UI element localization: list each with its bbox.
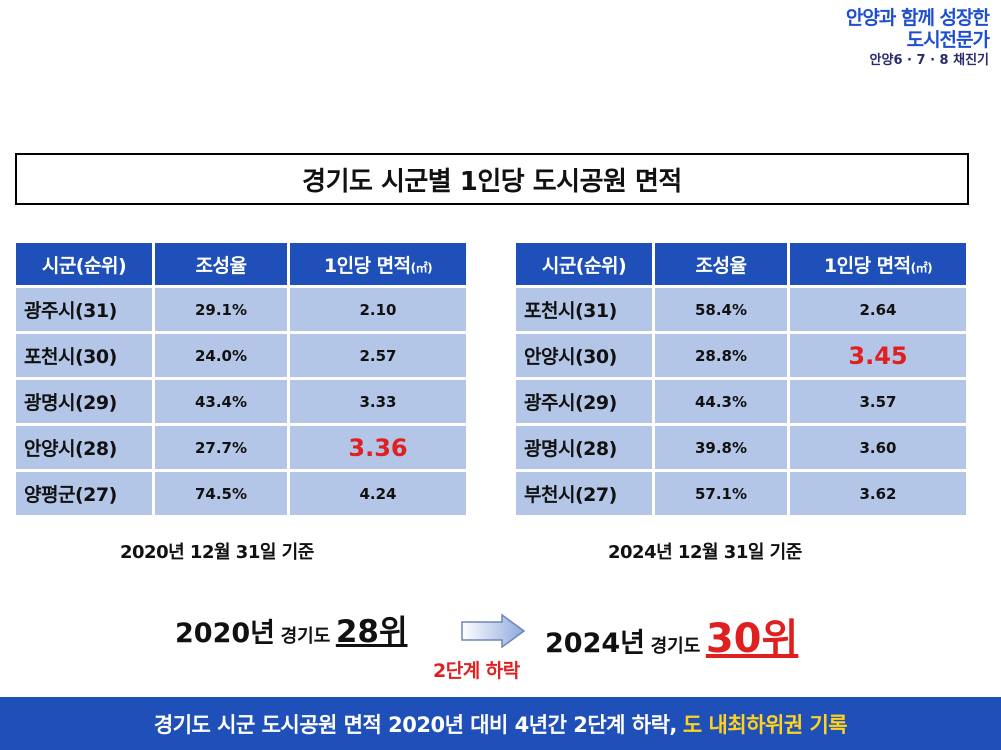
- basis-date-2024: 2024년 12월 31일 기준: [608, 542, 802, 563]
- brand-block: 안양과 함께 성장한 도시전문가 안양6 · 7 · 8 채진기: [845, 7, 990, 69]
- footer-accent-text: 도 내최하위권 기록: [682, 712, 848, 737]
- rate-cell: 28.8%: [655, 334, 787, 377]
- rate-cell: 57.1%: [655, 472, 787, 515]
- rate-cell: 29.1%: [155, 288, 287, 331]
- region-cell: 양평군(27): [16, 472, 152, 515]
- rate-cell: 74.5%: [155, 472, 287, 515]
- area-cell: 2.57: [290, 334, 466, 377]
- area-cell: 3.62: [790, 472, 966, 515]
- area-cell: 3.57: [790, 380, 966, 423]
- header-region: 시군(순위): [516, 243, 652, 285]
- region-cell: 광명시(28): [516, 426, 652, 469]
- from-region: 경기도: [280, 626, 331, 647]
- brand-title: 도시전문가: [906, 28, 990, 51]
- rate-cell: 58.4%: [655, 288, 787, 331]
- footer-banner: 경기도 시군 도시공원 면적 2020년 대비 4년간 2단계 하락, 도 내최…: [0, 697, 1001, 750]
- area-cell: 2.10: [290, 288, 466, 331]
- area-cell-highlight: 3.36: [290, 426, 466, 469]
- table-row: 양평군(27) 74.5% 4.24: [16, 472, 466, 515]
- page-title: 경기도 시군별 1인당 도시공원 면적: [15, 153, 969, 205]
- area-cell: 3.33: [290, 380, 466, 423]
- right-arrow-icon: [461, 613, 526, 649]
- table-row: 부천시(27) 57.1% 3.62: [516, 472, 966, 515]
- basis-date-2020: 2020년 12월 31일 기준: [120, 542, 314, 563]
- region-cell: 광주시(29): [516, 380, 652, 423]
- rate-cell: 44.3%: [655, 380, 787, 423]
- rate-cell: 27.7%: [155, 426, 287, 469]
- rate-cell: 39.8%: [655, 426, 787, 469]
- from-year: 2020년: [175, 618, 275, 649]
- area-cell: 2.64: [790, 288, 966, 331]
- table-2020: 시군(순위) 조성율 1인당 면적(㎡) 광주시(31) 29.1% 2.10 …: [13, 240, 469, 518]
- table-row: 안양시(28) 27.7% 3.36: [16, 426, 466, 469]
- to-rank: 30위: [705, 616, 799, 662]
- area-cell-highlight: 3.45: [790, 334, 966, 377]
- header-area: 1인당 면적(㎡): [790, 243, 966, 285]
- header-rate: 조성율: [655, 243, 787, 285]
- region-cell: 안양시(28): [16, 426, 152, 469]
- comparison-to: 2024년 경기도 30위: [545, 606, 798, 664]
- region-cell: 안양시(30): [516, 334, 652, 377]
- table-2024: 시군(순위) 조성율 1인당 면적(㎡) 포천시(31) 58.4% 2.64 …: [513, 240, 969, 518]
- header-area-unit: (㎡): [410, 260, 433, 275]
- header-area-label: 1인당 면적: [323, 254, 411, 277]
- region-cell: 광주시(31): [16, 288, 152, 331]
- to-year: 2024년: [545, 628, 645, 659]
- header-rate: 조성율: [155, 243, 287, 285]
- table-row: 광명시(29) 43.4% 3.33: [16, 380, 466, 423]
- rate-cell: 43.4%: [155, 380, 287, 423]
- footer-main-text: 경기도 시군 도시공원 면적 2020년 대비 4년간 2단계 하락,: [153, 712, 678, 737]
- region-cell: 부천시(27): [516, 472, 652, 515]
- table-row: 안양시(30) 28.8% 3.45: [516, 334, 966, 377]
- table-row: 포천시(31) 58.4% 2.64: [516, 288, 966, 331]
- to-region: 경기도: [650, 636, 701, 657]
- brand-name: 안양6 · 7 · 8 채진기: [869, 52, 989, 68]
- header-region: 시군(순위): [16, 243, 152, 285]
- rate-cell: 24.0%: [155, 334, 287, 377]
- comparison-from: 2020년 경기도 28위: [175, 606, 408, 651]
- header-area: 1인당 면적(㎡): [290, 243, 466, 285]
- area-cell: 4.24: [290, 472, 466, 515]
- area-cell: 3.60: [790, 426, 966, 469]
- from-rank: 28위: [335, 614, 408, 650]
- region-cell: 포천시(31): [516, 288, 652, 331]
- rank-change-label: 2단계 하락: [433, 660, 520, 682]
- region-cell: 포천시(30): [16, 334, 152, 377]
- table-row: 광주시(29) 44.3% 3.57: [516, 380, 966, 423]
- region-cell: 광명시(29): [16, 380, 152, 423]
- header-area-unit: (㎡): [910, 260, 933, 275]
- header-area-label: 1인당 면적: [823, 254, 911, 277]
- table-row: 광명시(28) 39.8% 3.60: [516, 426, 966, 469]
- table-row: 광주시(31) 29.1% 2.10: [16, 288, 466, 331]
- table-row: 포천시(30) 24.0% 2.57: [16, 334, 466, 377]
- brand-tagline: 안양과 함께 성장한: [845, 7, 990, 29]
